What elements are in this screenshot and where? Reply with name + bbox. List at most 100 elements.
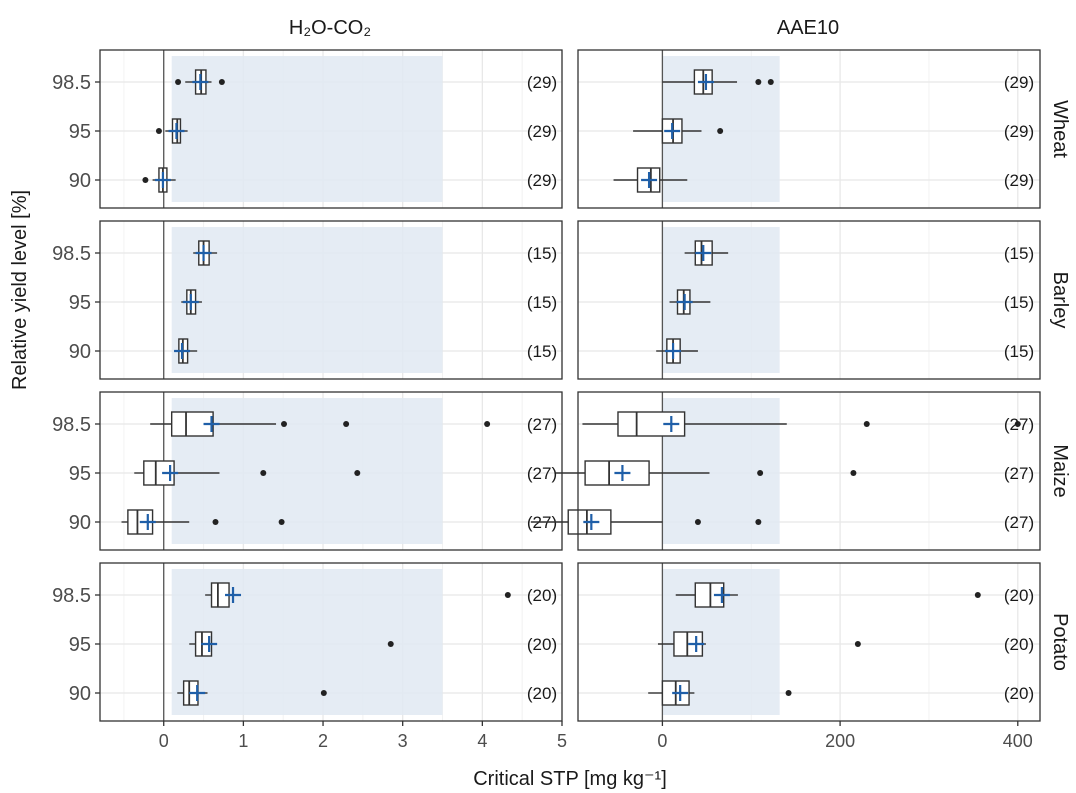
panel-barley-aae10-border xyxy=(577,220,1041,380)
panel-potato-aae10-box-90-n-label: (20) xyxy=(1004,684,1034,703)
panel-wheat-h-o-co-box-90-n-label: (29) xyxy=(527,171,557,190)
panel-wheat-aae10-box-90: (29) xyxy=(613,167,1034,193)
panel-maize-h-o-co-box-95: (27) xyxy=(134,460,557,486)
panel-barley-h-o-co-box-98-5-n-label: (15) xyxy=(527,244,557,263)
y-tick-label: 95 xyxy=(69,121,91,143)
y-tick-label: 98.5 xyxy=(52,72,91,94)
row-title-barley: Barley xyxy=(1049,272,1071,329)
x-tick-label-h-o-co: 4 xyxy=(477,731,487,751)
y-tick-label: 95 xyxy=(69,634,91,656)
panel-potato-h-o-co: (20) (20) (20) xyxy=(99,562,563,722)
panel-potato-h-o-co-box-95-n-label: (20) xyxy=(527,635,557,654)
row-strip-titles: Wheat Barley Maize Potato xyxy=(1049,100,1071,671)
panel-wheat-aae10-box-95: (29) xyxy=(633,118,1034,144)
panel-maize-aae10-box-90-iqr-box xyxy=(567,509,612,535)
panel-wheat-aae10-box-98-5: (29) xyxy=(662,69,1034,95)
panel-potato-aae10: (20) (20) (20) xyxy=(577,562,1041,722)
y-tick-label: 95 xyxy=(69,292,91,314)
x-tick-label-h-o-co: 0 xyxy=(159,731,169,751)
panel-potato-h-o-co-box-95: (20) xyxy=(189,631,557,657)
x-tick-label-aae10: 400 xyxy=(1003,731,1033,751)
y-tick-labels: 98.5 95 90 98.5 95 90 98.5 95 90 98.5 95 90 xyxy=(52,72,100,705)
panel-wheat-h-o-co-shaded-range xyxy=(171,56,443,202)
panel-potato-h-o-co-box-98-5-outlier xyxy=(504,592,511,598)
panel-wheat-aae10-border xyxy=(577,49,1041,209)
panel-maize-h-o-co-box-98-5-n-label: (27) xyxy=(527,415,557,434)
panel-wheat-aae10-box-95-n-label: (29) xyxy=(1004,122,1034,141)
x-tick-label-aae10: 200 xyxy=(825,731,855,751)
panel-wheat-aae10: (29) (29) (29) xyxy=(577,49,1041,209)
column-title-h2o-co2: H₂O-CO₂ xyxy=(289,17,371,39)
panel-wheat-h-o-co-box-90-outlier xyxy=(142,177,149,183)
panel-barley-h-o-co-box-95: (15) xyxy=(181,289,557,315)
panel-barley-aae10-background xyxy=(578,221,1040,379)
panel-maize-h-o-co: (27) (27) (27) xyxy=(99,391,563,551)
panel-maize-h-o-co-box-90-outlier xyxy=(212,519,219,525)
panel-maize-aae10-box-90-outlier xyxy=(694,519,701,525)
panel-potato-aae10-box-95: (20) xyxy=(657,631,1034,657)
panel-potato-aae10-background xyxy=(578,563,1040,721)
panel-maize-aae10-box-95-outlier xyxy=(757,470,764,476)
y-tick-label: 98.5 xyxy=(52,414,91,436)
panel-potato-aae10-box-98-5-outlier xyxy=(974,592,981,598)
row-title-potato: Potato xyxy=(1049,613,1071,671)
panel-potato-aae10-box-98-5-n-label: (20) xyxy=(1004,586,1034,605)
panel-barley-aae10-box-98-5-n-label: (15) xyxy=(1004,244,1034,263)
panel-wheat-h-o-co-box-95-n-label: (29) xyxy=(527,122,557,141)
panel-maize-h-o-co-box-95-outlier xyxy=(260,470,267,476)
panel-wheat-h-o-co-box-95: (29) xyxy=(155,118,557,144)
panel-maize-h-o-co-box-98-5-iqr-box xyxy=(170,411,214,437)
panel-wheat-aae10-box-95-outlier xyxy=(717,128,724,134)
panel-wheat-h-o-co-box-90: (29) xyxy=(142,167,557,193)
panel-barley-h-o-co: (15) (15) (15) xyxy=(99,220,563,380)
panel-maize-aae10-box-98-5: (27) xyxy=(582,411,1034,437)
panel-potato-h-o-co-box-98-5: (20) xyxy=(205,582,557,608)
row-title-maize: Maize xyxy=(1049,444,1071,497)
column-titles: H₂O-CO₂ AAE10 xyxy=(289,17,839,39)
panel-wheat-h-o-co-box-98-5-outlier xyxy=(175,79,182,85)
panel-maize-h-o-co-box-98-5: (27) xyxy=(150,411,557,437)
panel-potato-aae10-box-95-outlier xyxy=(854,641,861,647)
panel-barley-aae10-box-90: (15) xyxy=(656,338,1034,364)
panel-potato-aae10-box-95-n-label: (20) xyxy=(1004,635,1034,654)
x-tick-label-h-o-co: 5 xyxy=(557,731,567,751)
panel-wheat-aae10-box-90-n-label: (29) xyxy=(1004,171,1034,190)
panel-maize-aae10-box-95: (27) xyxy=(555,460,1034,486)
panel-maize-aae10-box-90-n-label: (27) xyxy=(1004,513,1034,532)
panel-wheat-h-o-co-box-98-5: (29) xyxy=(175,69,557,95)
panel-potato-h-o-co-box-95-outlier xyxy=(387,641,394,647)
x-axis-label: Critical STP [mg kg⁻¹] xyxy=(473,768,667,790)
panel-maize-h-o-co-box-90-outlier xyxy=(278,519,285,525)
panel-wheat-aae10-box-98-5-outlier xyxy=(767,79,774,85)
y-tick-label: 90 xyxy=(69,512,91,534)
panel-potato-aae10-box-90: (20) xyxy=(648,680,1034,706)
panel-wheat-h-o-co-border xyxy=(99,49,563,209)
panel-maize-h-o-co-box-95-outlier xyxy=(354,470,361,476)
panel-barley-aae10-box-98-5: (15) xyxy=(684,240,1034,266)
y-tick-label: 90 xyxy=(69,341,91,363)
panel-maize-h-o-co-box-98-5-outlier xyxy=(281,421,288,427)
panel-barley-h-o-co-box-98-5: (15) xyxy=(193,240,557,266)
x-tick-label-h-o-co: 3 xyxy=(398,731,408,751)
panel-wheat-aae10-box-98-5-n-label: (29) xyxy=(1004,73,1034,92)
panel-maize-aae10-box-98-5-n-label: (27) xyxy=(1004,415,1034,434)
panel-barley-aae10-box-90-n-label: (15) xyxy=(1004,342,1034,361)
panel-barley-h-o-co-box-90-n-label: (15) xyxy=(527,342,557,361)
x-tick-label-h-o-co: 1 xyxy=(238,731,248,751)
panel-potato-aae10-box-90-outlier xyxy=(785,690,792,696)
panel-wheat-h-o-co-box-98-5-n-label: (29) xyxy=(527,73,557,92)
panel-wheat-h-o-co-box-95-outlier xyxy=(155,128,162,134)
panel-maize-aae10: (27) (27) (27) xyxy=(530,391,1041,551)
y-tick-label: 98.5 xyxy=(52,243,91,265)
panel-wheat-h-o-co-box-98-5-outlier xyxy=(218,79,225,85)
panel-potato-aae10-border xyxy=(577,562,1041,722)
panel-potato-h-o-co-border xyxy=(99,562,563,722)
panel-barley-aae10: (15) (15) (15) xyxy=(577,220,1041,380)
panel-grid: (29)(29)(29)(29)(29)(29)(15)(15)(15)(15)… xyxy=(99,49,1041,722)
panel-maize-h-o-co-border xyxy=(99,391,563,551)
row-title-wheat: Wheat xyxy=(1049,100,1071,158)
panel-maize-h-o-co-box-90: (27) xyxy=(121,509,557,535)
panel-potato-h-o-co-box-98-5-n-label: (20) xyxy=(527,586,557,605)
panel-potato-h-o-co-box-90-outlier xyxy=(320,690,327,696)
